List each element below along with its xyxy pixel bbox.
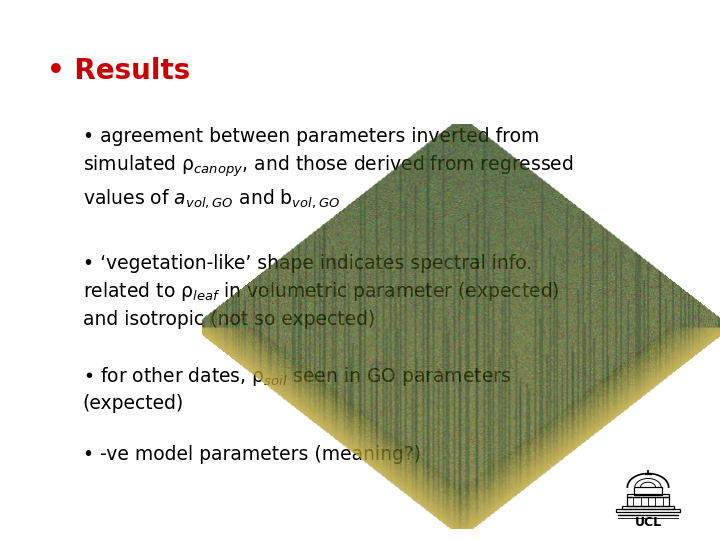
Bar [616, 509, 680, 512]
Bar [627, 494, 669, 497]
Bar [634, 487, 662, 495]
Text: • agreement between parameters inverted from
simulated ρ$_{\mathit{canopy}}$, an: • agreement between parameters inverted … [83, 127, 573, 210]
Bar [622, 506, 674, 509]
Text: • ‘vegetation-like’ shape indicates spectral info.
related to ρ$_{\mathit{leaf}}: • ‘vegetation-like’ shape indicates spec… [83, 254, 559, 329]
Text: • -ve model parameters (meaning?): • -ve model parameters (meaning?) [83, 446, 421, 464]
Bar [627, 497, 669, 506]
Text: • Results: • Results [47, 57, 190, 85]
Text: • for other dates, ρ$_{\mathit{soil}}$ seen in GO parameters
(expected): • for other dates, ρ$_{\mathit{soil}}$ s… [83, 364, 511, 413]
Text: UCL: UCL [634, 516, 662, 529]
